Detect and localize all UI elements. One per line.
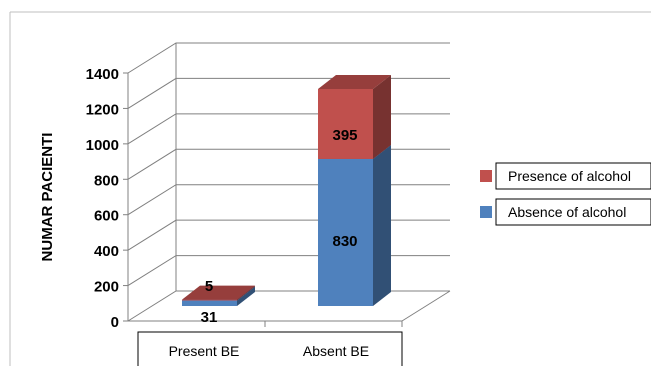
y-tick-label: 600 — [94, 208, 119, 225]
gridline-0 — [127, 290, 450, 322]
y-tick-label: 800 — [94, 172, 119, 189]
y-axis-title: NUMAR PACIENTI — [39, 133, 56, 262]
legend-entry-box — [495, 162, 651, 190]
bar-1-0-front — [318, 158, 373, 306]
gridline-1400 — [127, 42, 450, 74]
bar-0-1-top — [182, 285, 255, 300]
y-tick-label: 1000 — [86, 137, 119, 154]
legend-swatch — [480, 206, 492, 218]
bar-1-1-front — [318, 89, 373, 159]
legend-entry-box — [495, 198, 651, 226]
data-label: 395 — [332, 127, 357, 144]
x-tick-label: Absent BE — [303, 343, 369, 359]
data-label: 830 — [332, 233, 357, 250]
bar-0-0-side — [237, 286, 255, 306]
legend-swatch — [480, 170, 492, 182]
y-tick-label: 1400 — [86, 66, 119, 83]
y-tick-label: 200 — [94, 279, 119, 296]
x-tick-label: Present BE — [169, 343, 240, 359]
bar-0-0-front — [182, 300, 237, 306]
legend-label: Absence of alcohol — [508, 204, 626, 220]
legend-label: Presence of alcohol — [508, 168, 631, 184]
floor-right-edge — [401, 290, 451, 322]
y-tick-label: 400 — [94, 243, 119, 260]
bar-0-1-front — [182, 299, 237, 301]
bar-1-0-side — [373, 144, 391, 306]
y-tick-label: 0 — [111, 314, 119, 331]
data-label: 5 — [205, 278, 213, 295]
bar-1-1-top — [318, 75, 391, 89]
bar-0-1-side — [237, 285, 255, 301]
data-label: 31 — [201, 309, 218, 326]
y-tick-label: 1200 — [86, 101, 119, 118]
bar-1-1-side — [373, 75, 391, 159]
